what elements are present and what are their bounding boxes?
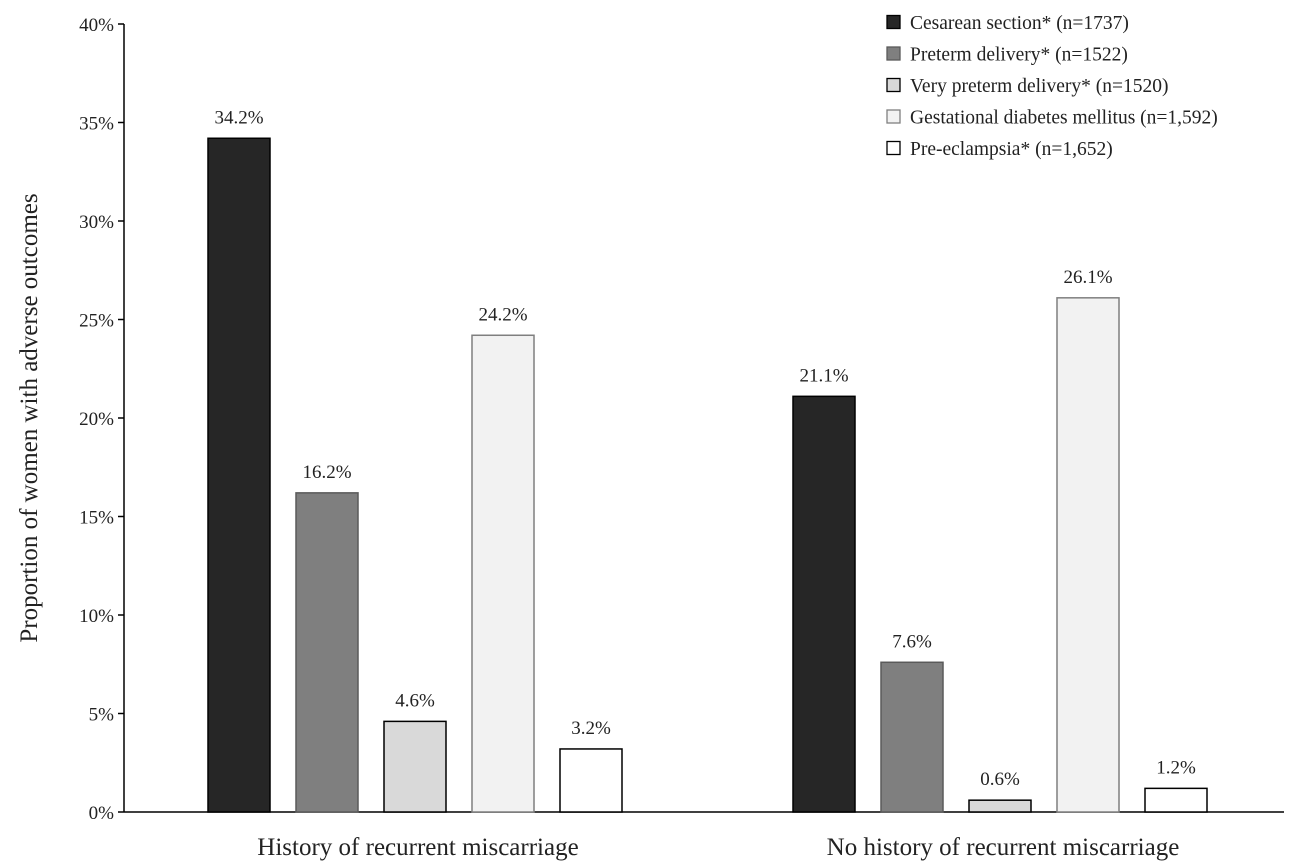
bar: [1144, 787, 1208, 813]
data-label: 3.2%: [571, 718, 611, 739]
legend-label: Gestational diabetes mellitus (n=1,592): [910, 108, 1218, 129]
y-tick-label: 25%: [79, 311, 114, 332]
data-label: 7.6%: [892, 631, 932, 652]
bar: [1056, 297, 1120, 813]
y-tick-label: 10%: [79, 606, 114, 627]
y-tick-label: 0%: [89, 803, 115, 824]
bar: [471, 334, 535, 813]
data-label: 4.6%: [395, 690, 435, 711]
y-tick-label: 15%: [79, 508, 114, 529]
legend-swatch: [886, 14, 901, 30]
y-axis-title: Proportion of women with adverse outcome…: [16, 193, 43, 642]
bar: [559, 748, 623, 813]
y-tick-label: 35%: [79, 114, 114, 135]
x-category-label: No history of recurrent miscarriage: [827, 834, 1180, 861]
data-label: 34.2%: [214, 107, 263, 128]
y-tick-label: 20%: [79, 409, 114, 430]
data-label: 16.2%: [302, 462, 351, 483]
data-label: 1.2%: [1156, 757, 1196, 778]
data-label: 24.2%: [478, 304, 527, 325]
y-tick-label: 40%: [79, 15, 114, 36]
legend: Cesarean section* (n=1737) Preterm delive…: [886, 13, 1218, 160]
y-tick-label: 5%: [89, 705, 115, 726]
legend-swatch: [886, 109, 901, 124]
y-tick-label: 30%: [79, 212, 114, 233]
data-label: 21.1%: [799, 365, 848, 386]
legend-label: Very preterm delivery* (n=1520): [910, 76, 1168, 97]
bar: [207, 137, 271, 813]
bar: [968, 799, 1032, 813]
legend-swatch: [886, 140, 901, 156]
bar: [792, 395, 856, 813]
legend-swatch: [886, 46, 901, 61]
bar: [383, 720, 447, 813]
data-label: 26.1%: [1063, 267, 1112, 288]
x-category-label: History of recurrent miscarriage: [257, 834, 578, 861]
legend-label: Preterm delivery* (n=1522): [910, 45, 1128, 66]
legend-label: Cesarean section* (n=1737): [910, 13, 1129, 34]
bar: [295, 492, 359, 813]
data-label: 0.6%: [980, 769, 1020, 790]
legend-label: Pre-eclampsia* (n=1,652): [910, 139, 1113, 160]
legend-swatch: [886, 77, 901, 93]
plot-area: 0% 5% 10% 15% 20% 25% 30% 35% 40% 34.2% 21.1% 16.2%…: [79, 15, 1284, 861]
bar: [880, 661, 944, 813]
